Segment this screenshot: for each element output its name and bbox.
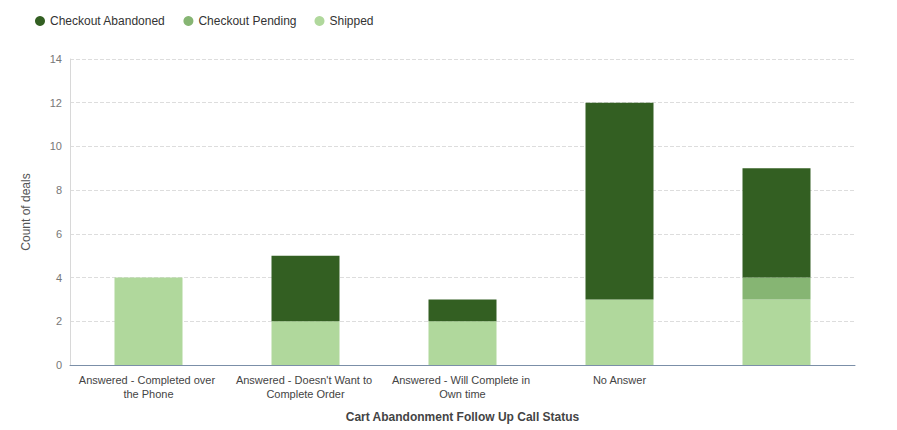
svg-text:Count of deals: Count of deals [19,173,33,250]
svg-text:6: 6 [56,228,62,240]
svg-text:12: 12 [50,97,62,109]
svg-text:0: 0 [56,359,62,371]
svg-text:Answered - Will Complete in: Answered - Will Complete in [392,374,533,386]
svg-text:Checkout Abandoned: Checkout Abandoned [50,14,165,28]
svg-text:Cart Abandonment Follow Up Cal: Cart Abandonment Follow Up Call Status [346,410,580,424]
svg-text:Answered - Completed over: Answered - Completed over [79,374,218,386]
svg-text:No Answer: No Answer [593,374,647,386]
svg-text:4: 4 [56,272,62,284]
svg-text:10: 10 [50,140,62,152]
svg-text:14: 14 [50,53,62,65]
svg-text:Checkout Pending: Checkout Pending [198,14,296,28]
svg-text:Shipped: Shipped [329,14,373,28]
svg-text:2: 2 [56,315,62,327]
svg-text:Own time: Own time [439,388,485,400]
svg-text:Answered - Doesn't Want to: Answered - Doesn't Want to [236,374,375,386]
svg-text:8: 8 [56,184,62,196]
svg-text:Complete Order: Complete Order [266,388,345,400]
svg-text:the Phone: the Phone [123,388,173,400]
